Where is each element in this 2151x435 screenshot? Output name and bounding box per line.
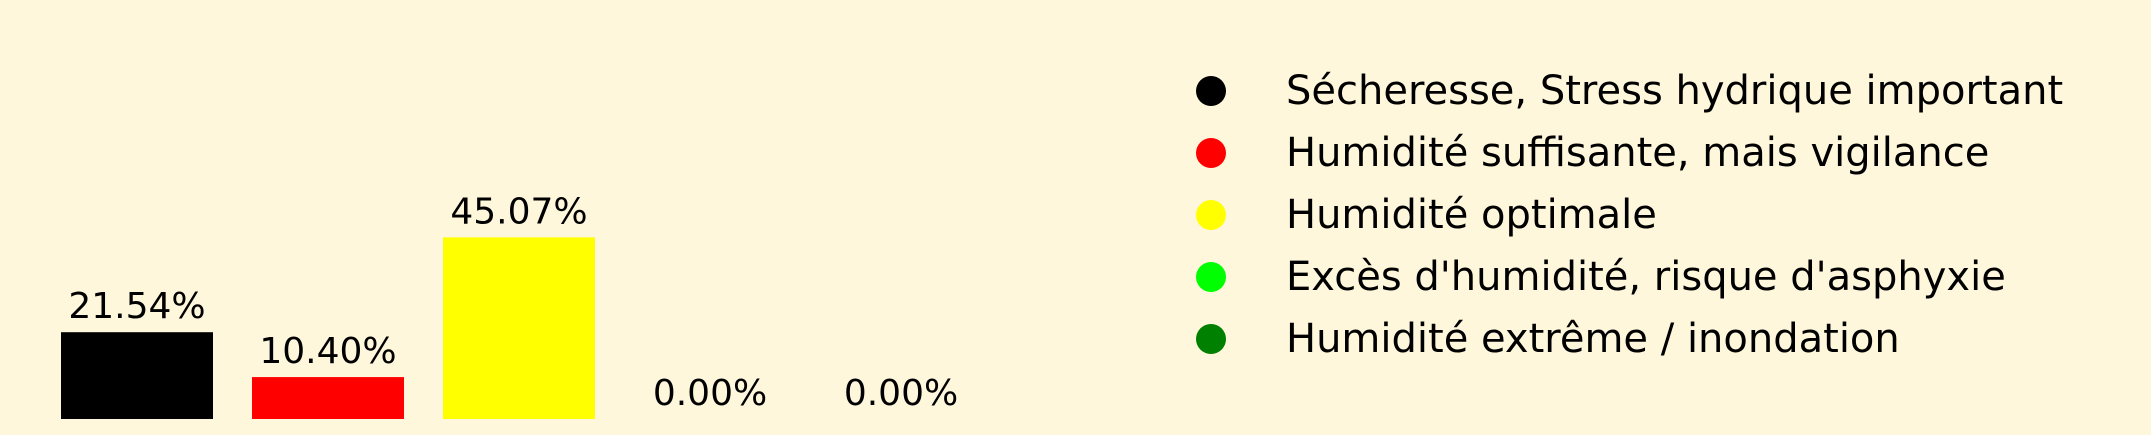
legend-label-humidite-optimale: Humidité optimale (1286, 192, 1657, 238)
legend-marker-secheresse-stress-hydrique-important (1196, 76, 1226, 106)
legend-marker-exces-d-humidite-risque-d-asphyxie (1196, 262, 1226, 292)
bar-humidite-optimale (443, 237, 595, 419)
bars-group (61, 237, 595, 419)
value-label-exces-d-humidite-risque-d-asphyxie: 0.00% (653, 373, 767, 414)
value-labels-group: 21.54% 10.40% 45.07% 0.00% 0.00% (68, 191, 958, 414)
legend-label-exces-d-humidite-risque-d-asphyxie: Excès d'humidité, risque d'asphyxie (1286, 254, 2006, 300)
legend-entry-secheresse-stress-hydrique-important: Sécheresse, Stress hydrique important (1196, 68, 2063, 114)
value-label-humidite-suffisante-mais-vigilance: 10.40% (259, 331, 396, 372)
value-label-secheresse-stress-hydrique-important: 21.54% (68, 286, 205, 327)
legend-entry-humidite-optimale: Humidité optimale (1196, 192, 1657, 238)
legend-label-humidite-extreme-inondation: Humidité extrême / inondation (1286, 316, 1900, 362)
bar-humidite-suffisante-mais-vigilance (252, 377, 404, 419)
value-label-humidite-extreme-inondation: 0.00% (844, 373, 958, 414)
legend-label-secheresse-stress-hydrique-important: Sécheresse, Stress hydrique important (1286, 68, 2063, 114)
legend-marker-humidite-suffisante-mais-vigilance (1196, 138, 1226, 168)
legend-marker-humidite-extreme-inondation (1196, 324, 1226, 354)
legend-entry-humidite-extreme-inondation: Humidité extrême / inondation (1196, 316, 1900, 362)
legend-label-humidite-suffisante-mais-vigilance: Humidité suffisante, mais vigilance (1286, 130, 1989, 176)
legend-marker-humidite-optimale (1196, 200, 1226, 230)
legend-entry-exces-d-humidite-risque-d-asphyxie: Excès d'humidité, risque d'asphyxie (1196, 254, 2006, 300)
legend: Sécheresse, Stress hydrique important Hum… (1196, 68, 2063, 362)
value-label-humidite-optimale: 45.07% (450, 191, 587, 232)
bar-secheresse-stress-hydrique-important (61, 332, 213, 419)
legend-entry-humidite-suffisante-mais-vigilance: Humidité suffisante, mais vigilance (1196, 130, 1989, 176)
